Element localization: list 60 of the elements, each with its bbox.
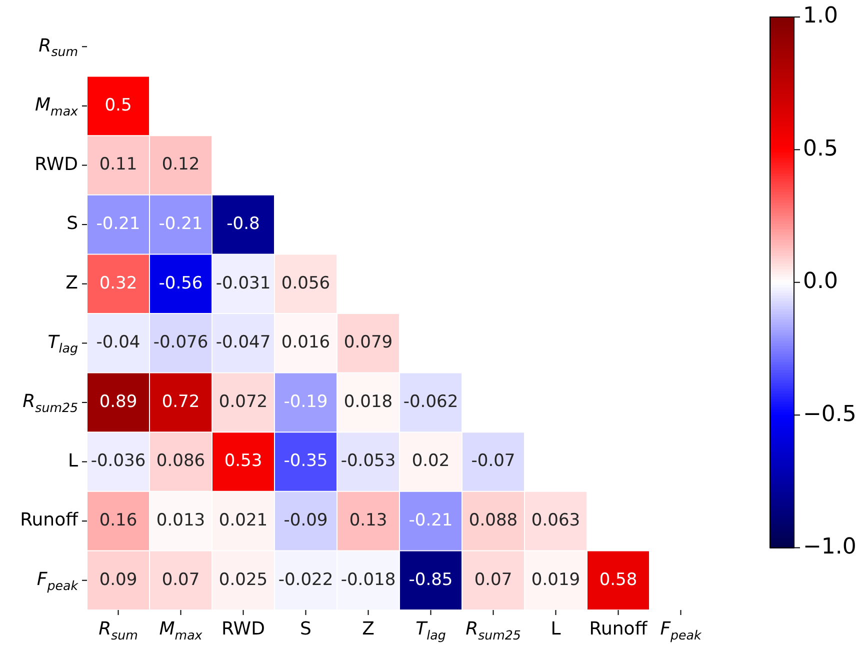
- data-label: 0.018: [344, 392, 393, 412]
- data-label: 0.53: [224, 451, 262, 472]
- x-tick-label: Z: [362, 618, 374, 640]
- color-bar-label: −1.0: [803, 534, 856, 560]
- data-label: 0.021: [218, 510, 268, 530]
- color-bar-label: 0.5: [803, 136, 838, 162]
- x-tick-label: S: [300, 618, 312, 640]
- data-label: 0.13: [349, 510, 388, 530]
- data-label: -0.018: [340, 570, 396, 590]
- data-label: -0.21: [158, 214, 203, 234]
- data-label: 0.013: [156, 510, 206, 530]
- y-tick-label: RWD: [34, 154, 78, 175]
- color-bar-label: 1.0: [803, 4, 838, 29]
- data-label: 0.12: [162, 154, 200, 175]
- data-label: 0.58: [599, 570, 638, 590]
- data-label: -0.053: [340, 451, 396, 472]
- data-label: -0.19: [284, 392, 328, 412]
- data-label: 0.02: [412, 451, 450, 472]
- data-label: -0.56: [158, 273, 203, 294]
- data-label: -0.85: [408, 570, 453, 590]
- data-label: -0.8: [226, 214, 260, 234]
- x-tick-label: L: [550, 618, 561, 640]
- data-label: -0.09: [284, 510, 328, 530]
- data-label: -0.022: [278, 570, 334, 590]
- data-label: -0.07: [471, 451, 516, 472]
- data-label: -0.04: [96, 332, 140, 353]
- data-label: 0.5: [104, 95, 132, 116]
- data-label: -0.21: [96, 214, 140, 234]
- data-label: 0.11: [99, 154, 138, 175]
- color-bar-label: −0.5: [803, 402, 856, 427]
- data-label: 0.32: [99, 273, 138, 294]
- y-tick-label: Z: [66, 272, 78, 294]
- data-label: -0.076: [153, 332, 208, 353]
- data-label: -0.036: [90, 451, 146, 472]
- data-label: 0.025: [218, 570, 268, 590]
- x-tick-label: RWD: [222, 618, 265, 640]
- data-label: 0.063: [531, 510, 580, 530]
- y-tick-label: S: [66, 213, 78, 234]
- data-label: 0.079: [344, 332, 393, 353]
- data-label: 0.088: [468, 510, 518, 530]
- data-label: 0.09: [99, 570, 138, 590]
- y-tick-label: Runoff: [20, 510, 79, 531]
- data-label: -0.031: [216, 273, 271, 294]
- data-label: -0.062: [403, 392, 458, 412]
- data-label: 0.07: [162, 570, 200, 590]
- y-tick-label: L: [68, 450, 78, 472]
- data-label: 0.07: [474, 570, 512, 590]
- data-label: 0.016: [281, 332, 330, 353]
- color-bar-label: 0.0: [803, 269, 838, 294]
- data-label: 0.072: [218, 392, 268, 412]
- data-label: -0.35: [284, 451, 328, 472]
- data-label: 0.16: [99, 510, 138, 530]
- data-label: 0.89: [99, 392, 138, 412]
- data-label: 0.019: [531, 570, 580, 590]
- x-tick-label: Runoff: [589, 618, 648, 640]
- data-label: -0.21: [408, 510, 453, 530]
- data-label: 0.056: [281, 273, 330, 294]
- data-label: 0.086: [156, 451, 206, 472]
- data-label: -0.047: [216, 332, 271, 353]
- data-label: 0.72: [162, 392, 200, 412]
